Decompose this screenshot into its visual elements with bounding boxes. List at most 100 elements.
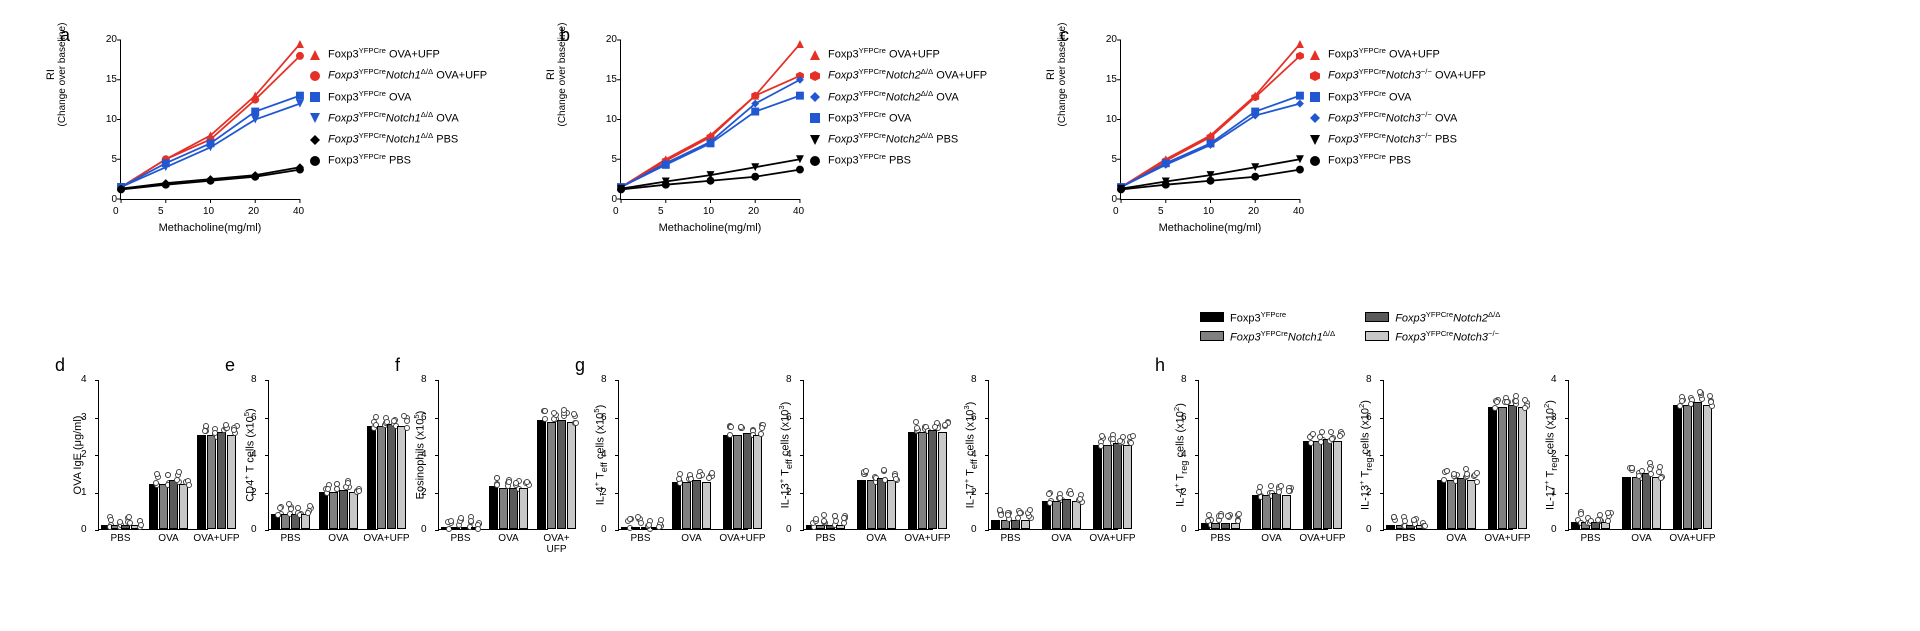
bar-chart: 02468PBSOVAOVA+UFP [438,380,548,530]
x-tick: 20 [1248,206,1259,217]
legend-marker-icon [1310,155,1322,167]
bar [1021,520,1030,529]
legend-marker-icon [1310,49,1322,61]
bar [692,480,701,529]
bar [1103,445,1112,529]
group-label: PBS [1210,533,1230,544]
data-point-icon [706,475,712,481]
bar [1042,501,1051,529]
bar-group: OVA [319,490,358,529]
group-label: OVA+UFP [719,533,765,544]
bar-panel: f02468PBSOVAOVA+UFPEosinophils (x105) [400,370,550,600]
bar [1632,477,1641,530]
bar [1052,501,1061,529]
bar [461,527,470,529]
data-point-icon [1337,433,1343,439]
y-tick: 15 [97,74,117,85]
y-tick: 5 [597,154,617,165]
bar-group: OVA+UFP [1488,405,1527,529]
bar [938,432,947,530]
bar [928,430,937,529]
bar-chart: 02468PBSOVAOVA+UFP [803,380,933,530]
bar-group: OVA [1042,499,1081,529]
x-tick: 20 [748,206,759,217]
legend-marker-icon [1310,112,1322,124]
x-tick: 40 [1293,206,1304,217]
legend-item: Foxp3YFPCre OVA+UFP [1310,45,1486,64]
group-label: OVA+UFP [1089,533,1135,544]
group-label: OVA+UFP [1484,533,1530,544]
group-label: OVA [866,533,886,544]
y-tick: 15 [597,74,617,85]
data-point-icon [165,472,171,478]
data-point-icon [1647,466,1653,472]
legend-text: Foxp3YFPCreNotch2Δ/Δ OVA+UFP [828,66,987,85]
bar [519,488,528,529]
y-tick: 20 [97,34,117,45]
data-point-icon [1522,397,1528,403]
bar [159,484,168,529]
legend: Foxp3YFPCre OVA+UFPFoxp3YFPCreNotch2Δ/Δ … [810,45,987,173]
group-label: PBS [630,533,650,544]
data-point-icon [1328,429,1334,435]
data-point-icon [1310,431,1316,437]
x-axis-label: Methacholine(mg/ml) [120,222,300,234]
bar [451,527,460,529]
y-axis-label: Eosinophils (x105) [412,380,427,530]
data-point-icon [1474,470,1480,476]
bar [1323,439,1332,529]
data-point-icon [1218,513,1224,519]
y-axis-label: IL-4+ Teff cells (x105) [592,380,609,530]
y-axis-label: RI(Change over baseline) [45,23,68,127]
y-axis-label: IL-17+ Treg cells (x102) [1542,380,1559,530]
data-point-icon [1068,491,1074,497]
bar [557,420,566,529]
y-tick: 10 [97,114,117,125]
legend-text: Foxp3YFPCreNotch3−/− OVA+UFP [1328,66,1486,85]
bar [887,480,896,529]
data-point-icon [1027,507,1033,513]
data-point-icon [758,431,764,437]
bar [367,426,376,529]
group-label: PBS [1395,533,1415,544]
bar [537,420,546,529]
bar [621,527,630,529]
data-point-icon [108,517,114,523]
legend-marker-icon [310,112,322,124]
legend-marker-icon [1310,134,1322,146]
genotype-label: Foxp3YFPcre [1230,310,1286,325]
bar [1221,523,1230,529]
legend-text: Foxp3YFPCre PBS [828,151,911,170]
bar [1591,522,1600,530]
y-axis-label: RI(Change over baseline) [1045,23,1068,127]
bar [1467,480,1476,529]
group-label: OVA [498,533,518,544]
data-point-icon [1522,405,1528,411]
bar [1001,520,1010,529]
bar-group: OVA [672,480,711,529]
legend-marker-icon [310,70,322,82]
bar [1508,405,1517,529]
data-point-icon [1235,518,1241,524]
bar [918,432,927,530]
data-point-icon [1236,511,1242,517]
x-tick: 0 [113,206,119,217]
line-chart: 0510152005102040 [620,40,800,200]
y-tick: 20 [1097,34,1117,45]
bar [1488,407,1497,529]
bar [301,514,310,529]
data-point-icon [506,479,512,485]
bar [547,422,556,529]
bar-chart: 01234PBSOVAOVA+UFP [98,380,208,530]
bar [641,527,650,529]
bar-group: OVA [1622,473,1661,529]
bar-group: OVA+UFP [1093,443,1132,529]
bar [329,492,338,530]
data-point-icon [1605,518,1611,524]
legend-text: Foxp3YFPCreNotch1Δ/Δ PBS [328,130,458,149]
data-point-icon [863,468,869,474]
x-tick: 40 [793,206,804,217]
bar [169,480,178,529]
bar [1601,522,1610,530]
y-axis-label: IL-4+ Treg cells (x102) [1172,380,1189,530]
